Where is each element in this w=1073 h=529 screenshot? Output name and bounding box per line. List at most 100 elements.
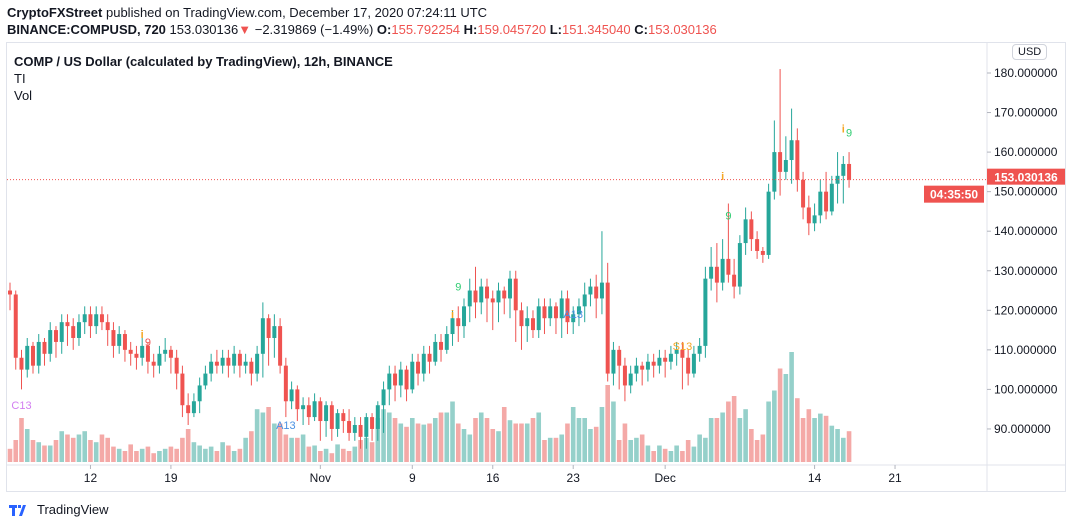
tradingview-logo-icon [9,504,26,516]
volume-bar [260,412,266,462]
candle-body [542,306,547,319]
volume-bar [478,412,484,462]
close-value: 153.030136 [648,22,717,37]
symbol-info: BINANCE:COMPUSD, 720 153.030136▼ −2.3198… [7,22,717,37]
price-tick-label: 120.000000 [994,303,1058,317]
candle-body [404,369,409,390]
candle-body [490,298,495,303]
candle-body [358,424,363,437]
volume-bar [795,398,800,462]
price-tick-label: 90.000000 [994,422,1051,436]
volume-bar [697,434,702,462]
candle-body [467,290,472,307]
volume-bar [174,448,179,462]
indicator-ti[interactable]: TI [14,71,26,86]
td-sequential-label: i [141,329,144,341]
candle-body [576,306,581,315]
candle-body [433,341,438,362]
candle-body [548,306,553,319]
candle-body [749,219,754,240]
volume-bar [139,448,145,462]
volume-bar [737,418,743,462]
chart-frame[interactable] [6,42,1066,492]
candle-body [841,163,846,176]
high-value: 159.045720 [477,22,547,37]
volume-bar [714,418,720,462]
candle-body [19,357,24,370]
price-tick-label: 140.000000 [994,224,1058,238]
volume-bar [570,407,576,462]
candle-body [237,353,242,366]
price-change: −2.319869 (−1.49%) [254,22,374,37]
candle-body [565,298,570,323]
candle-body [370,417,375,429]
volume-bar [99,434,105,462]
volume-bar [24,429,30,462]
candle-body [801,179,806,208]
volume-bar [484,418,490,462]
time-tick-label: 16 [486,471,500,485]
volume-bar [501,407,507,462]
candle-body [835,175,840,184]
brand-name[interactable]: TradingView [37,502,109,517]
volume-bar [616,440,622,462]
candle-body [278,326,283,366]
volume-bar [731,396,737,462]
candle-body [502,290,507,299]
volume-bar [599,407,605,462]
volume-bar [231,451,237,462]
candle-body [306,405,311,418]
volume-bar [685,440,691,462]
volume-bar [662,448,668,462]
candle-body [151,361,156,366]
candle-body [168,349,173,358]
volume-bar [432,418,438,462]
td-sequential-label: C13 [11,400,31,412]
candle-body [226,357,231,366]
price-tick-label: 130.000000 [994,264,1058,278]
volume-bar [82,431,88,462]
volume-bar [404,426,409,462]
candle-body [295,389,300,410]
candle-body [255,353,260,374]
publisher[interactable]: CryptoFXStreet [7,5,103,20]
volume-bar [306,446,312,462]
volume-bar [272,423,277,462]
indicator-vol[interactable]: Vol [14,88,33,103]
price-tick-label: 110.000000 [994,343,1057,357]
candle-body [513,278,518,311]
volume-bar [364,437,369,462]
volume-bar [823,415,829,462]
candle-body [668,353,673,362]
candle-body [163,349,168,354]
candle-body [622,365,627,386]
volume-bar [346,451,352,462]
volume-bar [145,446,151,462]
volume-bar [651,451,656,462]
volume-bar [47,445,53,462]
volume-bar [226,445,231,462]
volume-bar [65,434,70,462]
candle-body [318,401,323,422]
candle-body [232,353,237,366]
candle-body [519,310,524,327]
volume-bar [220,442,225,462]
candle-body [709,266,714,279]
td-sequential-label: 9 [455,282,461,294]
candle-body [599,282,604,299]
volume-bar [134,451,139,462]
volume-bar [421,424,427,462]
candle-body [421,353,426,374]
candle-body [393,373,398,386]
volume-bar [318,451,323,462]
candle-body [71,326,76,338]
currency-button[interactable]: USD [1012,44,1048,60]
countdown-box [924,185,984,203]
candle-body [588,286,593,295]
time-tick-label: Nov [310,471,331,485]
volume-bar [438,412,444,462]
candle-body [197,385,202,402]
candle-body [266,318,271,338]
volume-bar [605,385,610,462]
